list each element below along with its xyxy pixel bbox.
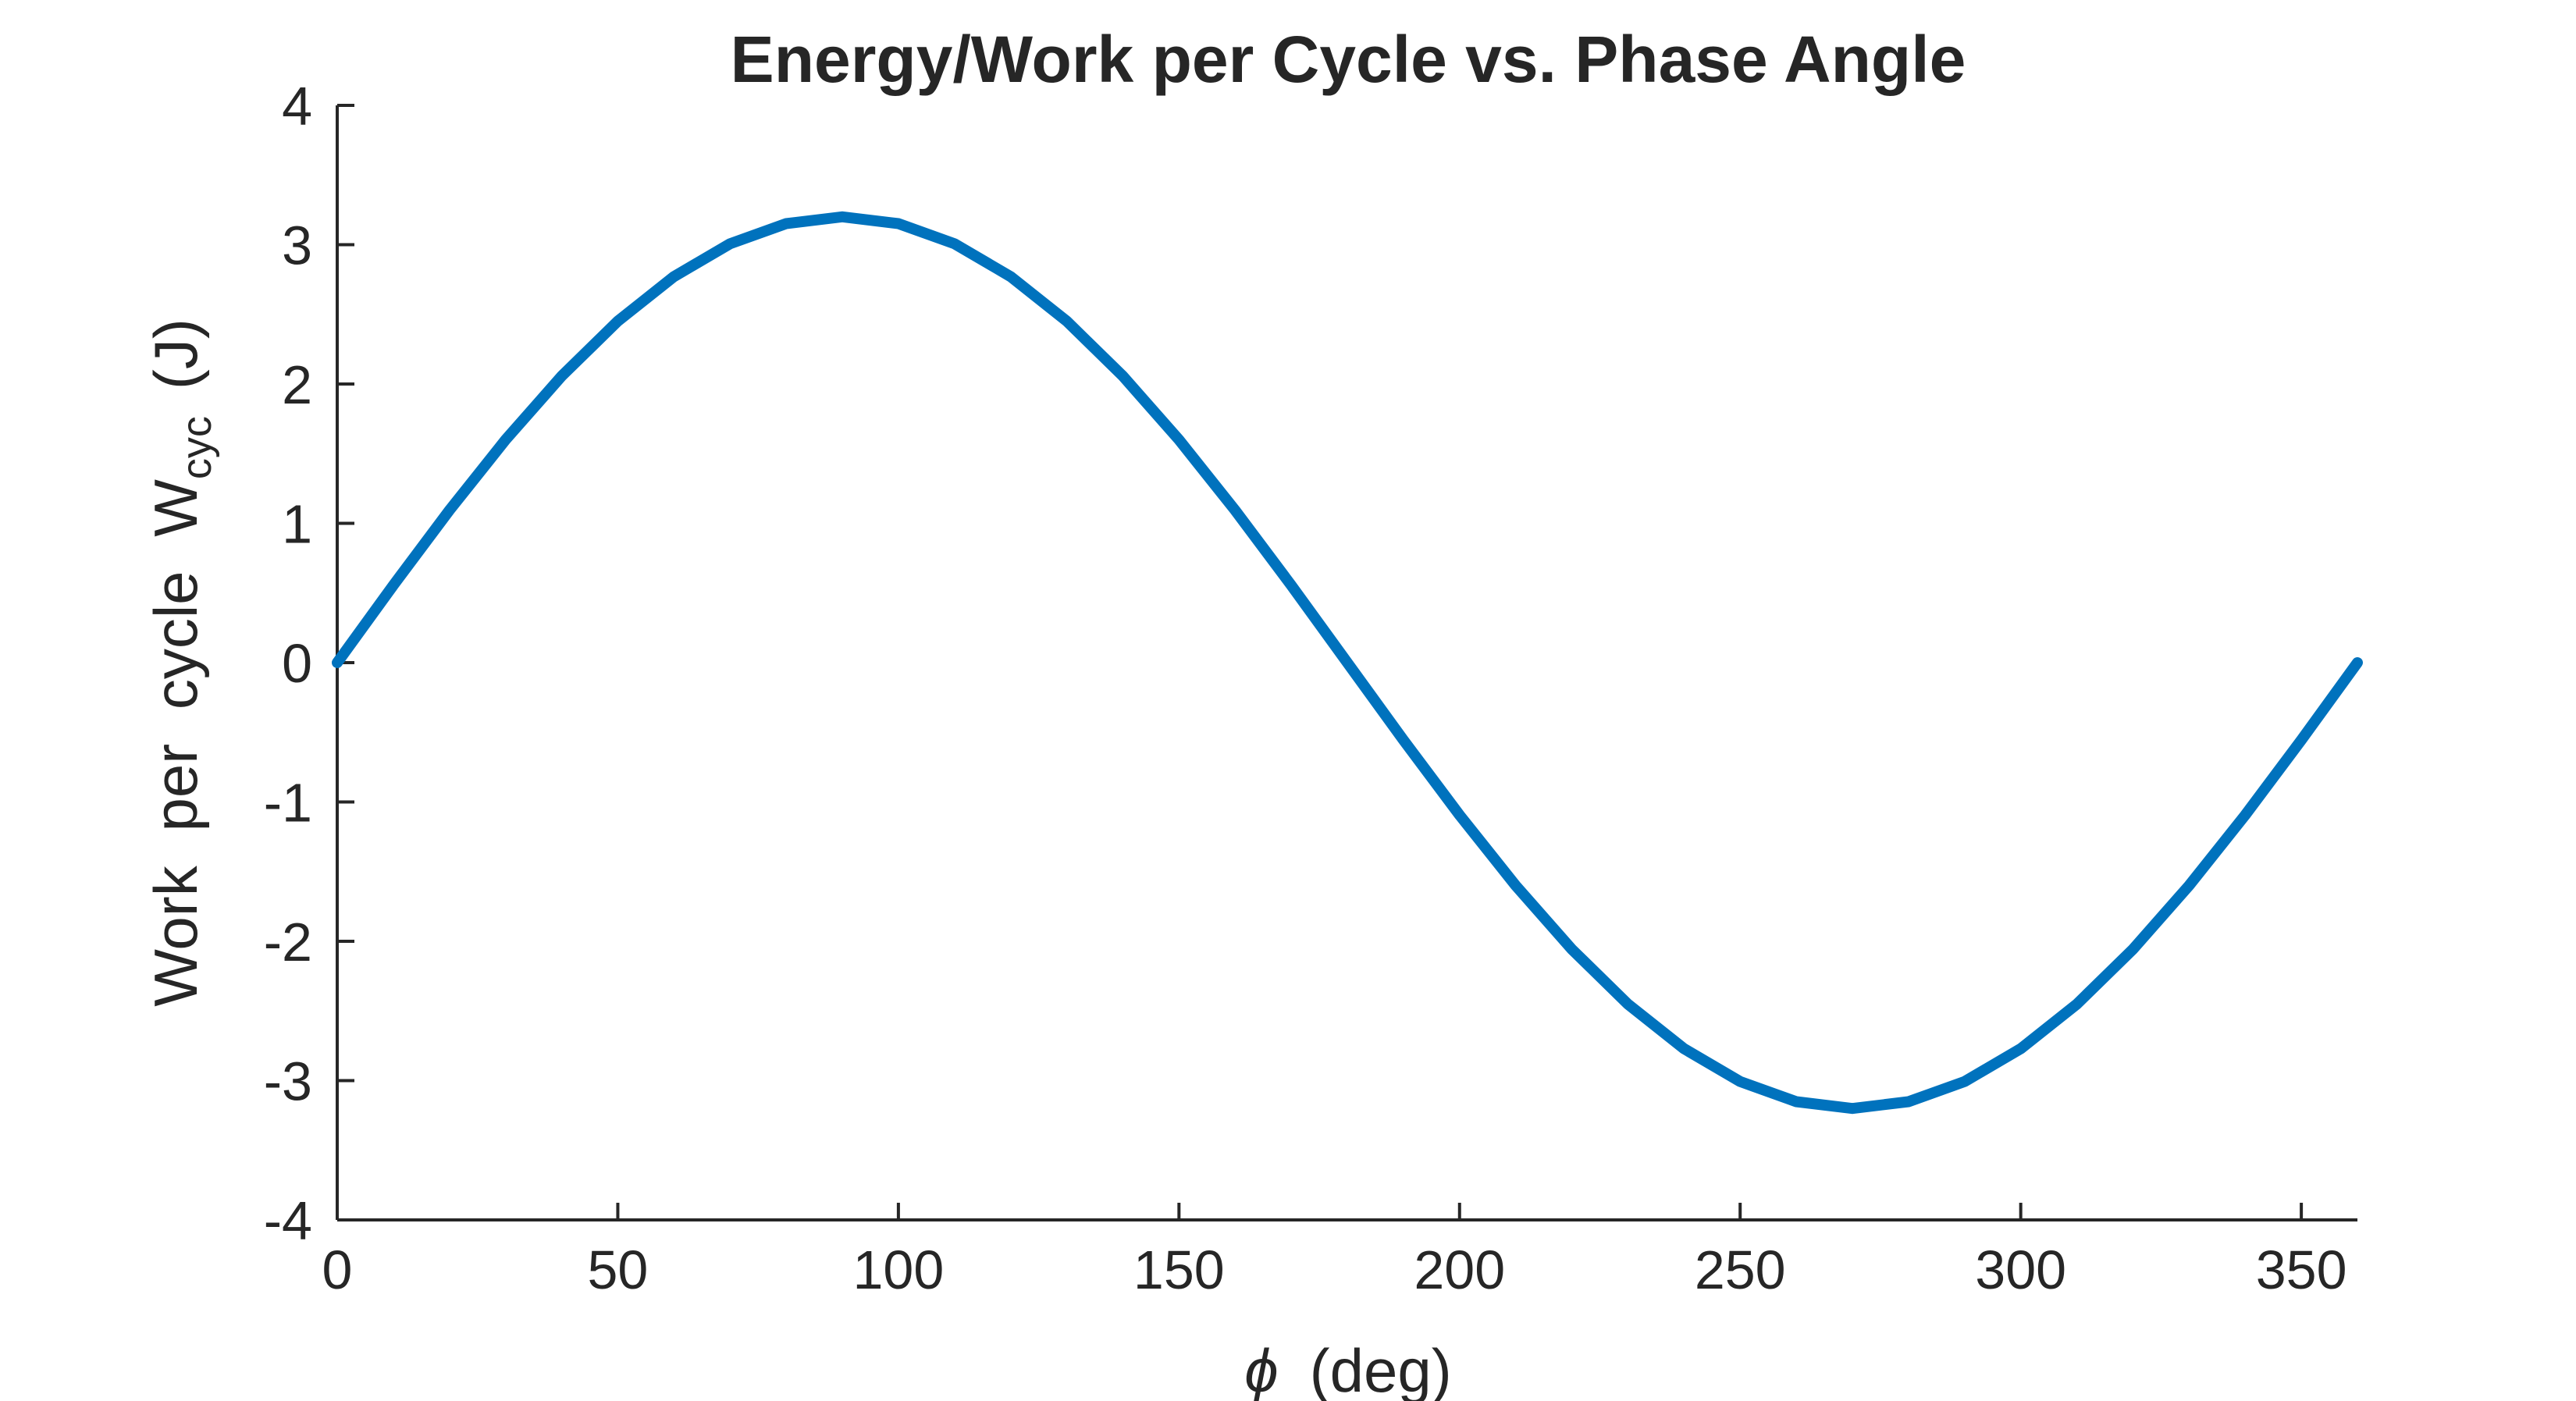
y-tick-label: 0 (282, 633, 312, 694)
x-axis-unit: (deg) (1310, 1336, 1452, 1401)
y-tick-label: -1 (264, 773, 312, 834)
y-axis-label: Work per cycle Wcyc (J) (141, 318, 220, 1007)
x-tick-label: 0 (322, 1239, 353, 1300)
y-tick-label: 4 (282, 76, 312, 137)
y-ticks: -4 -3 -2 -1 0 1 2 3 4 (264, 76, 354, 1251)
y-tick-label: -2 (264, 912, 312, 973)
y-axis-subscript: cyc (173, 416, 220, 479)
plot-area: 0 50 100 150 200 250 300 350 -4 -3 -2 -1 0 1 2 3 4 (264, 76, 2363, 1300)
x-tick-label: 300 (1975, 1239, 2066, 1300)
x-tick-label: 350 (2256, 1239, 2347, 1300)
x-tick-label: 100 (852, 1239, 944, 1300)
y-tick-label: -4 (264, 1190, 312, 1251)
x-tick-label: 50 (588, 1239, 649, 1300)
x-ticks: 0 50 100 150 200 250 300 350 (322, 1203, 2347, 1300)
x-tick-label: 150 (1133, 1239, 1225, 1300)
y-tick-label: 2 (282, 354, 312, 415)
y-tick-label: 3 (282, 215, 312, 276)
x-tick-label: 200 (1414, 1239, 1505, 1300)
chart-title: Energy/Work per Cycle vs. Phase Angle (731, 23, 1966, 96)
y-axis-unit: (J) (141, 318, 210, 389)
y-axis-text: Work per cycle W (141, 479, 210, 1007)
x-axis-symbol: ϕ (1244, 1336, 1278, 1401)
x-axis-label: ϕ (deg) (1244, 1336, 1451, 1401)
series-line (332, 211, 2363, 1115)
y-tick-label: 1 (282, 494, 312, 555)
y-tick-label: -3 (264, 1051, 312, 1112)
series-group (332, 211, 2363, 1115)
x-tick-label: 250 (1695, 1239, 1786, 1300)
